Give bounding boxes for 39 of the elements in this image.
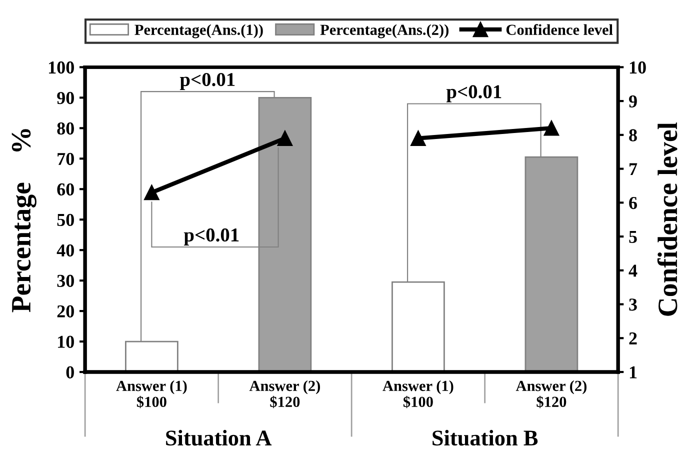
y2-tick-label: 6 [629,196,638,210]
y2-tick-label: 4 [628,264,638,277]
x-tick-label: Answer (2) $120 [516,380,587,408]
y2-tick-label: 2 [629,332,637,344]
y-tick-label: 60 [57,183,74,196]
y2-axis-title: Confidence level [657,122,678,316]
y2-tick-label: 8 [629,129,637,142]
y-tick-label: 70 [58,152,74,166]
y-tick-label: 0 [66,366,74,378]
point [277,130,293,146]
y2-tick-label: 3 [629,298,637,311]
point [544,120,560,136]
annotation: p<0.01 [180,72,235,90]
y-axis-title: Percentage % [12,129,36,312]
x-tick-label: Answer (2) $120 [249,380,320,408]
annotation: p<0.01 [184,228,239,246]
point [410,130,426,146]
y2-tick-label: 5 [629,230,637,243]
legend-label: Percentage(Ans.(2)) [320,24,448,38]
x-tick-label: Answer (1) $100 [116,380,187,408]
y-tick-label: 100 [49,61,74,74]
text: Situation A [166,430,272,446]
legend-label: Percentage(Ans.(1)) [134,24,263,38]
annotation: p<0.01 [446,85,502,102]
y-tick-label: 10 [58,336,74,348]
point [144,184,160,200]
text: Situation B [432,430,538,446]
x-tick-label: Answer (1) $100 [382,380,454,408]
y2-tick-label: 9 [628,95,637,108]
y2-tick-label: 7 [630,163,638,176]
y-tick-label: 30 [57,274,74,287]
y-tick-label: 90 [57,92,74,104]
legend-label: Confidence level [506,24,613,35]
y-tick-label: 40 [56,244,74,257]
y2-tick-label: 10 [630,61,646,74]
y-tick-label: 80 [57,122,74,135]
y-tick-label: 20 [57,305,74,318]
y2-tick-label: 1 [630,366,637,378]
y-tick-label: 50 [57,214,74,226]
